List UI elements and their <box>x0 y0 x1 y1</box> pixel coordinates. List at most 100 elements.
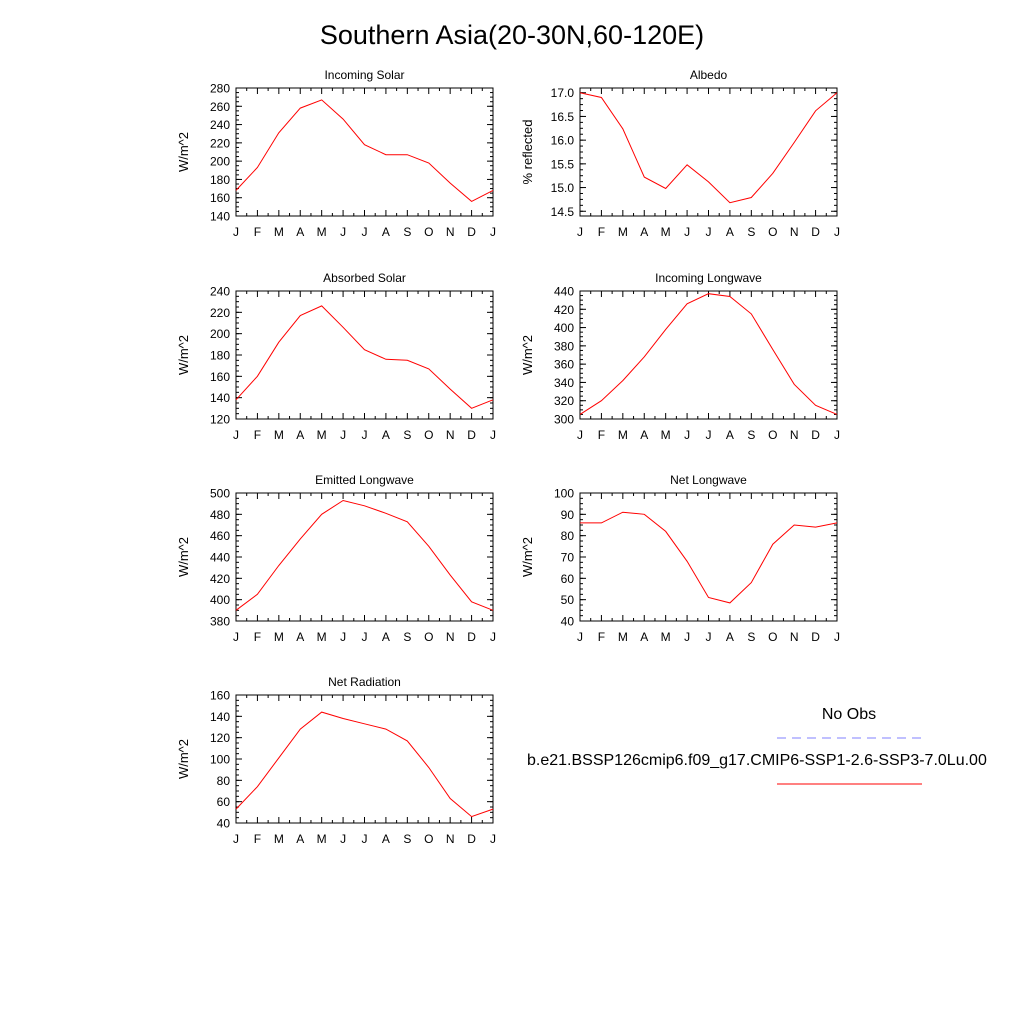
y-tick-label: 120 <box>210 731 230 745</box>
y-tick-label: 180 <box>210 349 230 363</box>
x-tick-label: J <box>340 428 346 442</box>
x-tick-label: M <box>618 225 628 239</box>
x-tick-label: D <box>811 630 820 644</box>
chart-title: Incoming Solar <box>324 68 404 82</box>
x-tick-label: F <box>598 428 605 442</box>
page-title: Southern Asia(20-30N,60-120E) <box>319 20 705 50</box>
x-tick-label: A <box>382 630 390 644</box>
y-tick-label: 100 <box>210 753 230 767</box>
legend-obs-label: No Obs <box>821 706 877 723</box>
x-tick-label: M <box>618 630 628 644</box>
series-line <box>580 511 838 604</box>
y-tick-label: 220 <box>210 136 230 150</box>
x-tick-label: J <box>490 630 496 644</box>
plot-frame <box>579 87 838 217</box>
x-tick-label: F <box>598 225 605 239</box>
y-tick-label: 120 <box>210 413 230 427</box>
x-tick-label: J <box>340 630 346 644</box>
y-tick-label: 400 <box>554 321 574 335</box>
y-tick-label: 220 <box>210 306 230 320</box>
x-tick-label: O <box>768 630 777 644</box>
x-tick-label: O <box>424 832 433 846</box>
x-tick-label: A <box>640 225 648 239</box>
x-tick-label: A <box>296 630 304 644</box>
x-tick-label: M <box>274 630 284 644</box>
y-tick-label: 380 <box>554 339 574 353</box>
y-tick-label: 420 <box>210 572 230 586</box>
y-tick-label: 260 <box>210 100 230 114</box>
x-tick-label: M <box>661 428 671 442</box>
x-tick-label: O <box>768 225 777 239</box>
x-tick-label: J <box>233 225 239 239</box>
plot-frame <box>235 492 494 622</box>
x-tick-label: A <box>296 832 304 846</box>
x-tick-label: J <box>684 428 690 442</box>
x-tick-label: J <box>834 225 840 239</box>
y-tick-label: 200 <box>210 155 230 169</box>
x-tick-label: S <box>403 630 411 644</box>
y-tick-label: 17.0 <box>551 86 575 100</box>
y-tick-label: 140 <box>210 391 230 405</box>
x-tick-label: D <box>467 630 476 644</box>
series-line <box>579 92 838 204</box>
x-tick-label: A <box>296 225 304 239</box>
series-line <box>235 711 494 818</box>
chart-title: Net Radiation <box>328 675 401 689</box>
chart-title: Net Longwave <box>670 473 747 487</box>
x-tick-label: J <box>362 428 368 442</box>
x-tick-label: O <box>424 225 433 239</box>
y-tick-label: 80 <box>217 774 231 788</box>
x-tick-label: M <box>274 225 284 239</box>
y-tick-label: 60 <box>217 795 231 809</box>
x-tick-label: D <box>467 225 476 239</box>
y-tick-label: 200 <box>210 327 230 341</box>
x-tick-label: J <box>684 225 690 239</box>
y-tick-label: 15.0 <box>551 181 575 195</box>
x-tick-label: S <box>747 225 755 239</box>
y-tick-label: 160 <box>210 191 230 205</box>
x-tick-label: A <box>640 428 648 442</box>
x-tick-label: A <box>382 832 390 846</box>
x-tick-label: M <box>317 225 327 239</box>
x-tick-label: D <box>811 428 820 442</box>
plot-frame <box>235 87 494 217</box>
chart-title: Absorbed Solar <box>323 271 406 285</box>
x-tick-label: J <box>362 630 368 644</box>
y-axis-label: % reflected <box>520 119 535 184</box>
x-tick-label: J <box>340 832 346 846</box>
x-tick-label: J <box>706 630 712 644</box>
y-tick-label: 40 <box>561 615 575 629</box>
x-tick-label: J <box>340 225 346 239</box>
x-tick-label: F <box>254 225 261 239</box>
x-tick-label: A <box>382 225 390 239</box>
series-line <box>579 293 838 415</box>
x-tick-label: J <box>233 428 239 442</box>
x-tick-label: N <box>790 428 799 442</box>
x-tick-label: J <box>490 428 496 442</box>
x-tick-label: M <box>274 428 284 442</box>
x-tick-label: J <box>233 630 239 644</box>
y-tick-label: 70 <box>561 551 575 565</box>
y-axis-label: W/m^2 <box>520 537 535 577</box>
y-tick-label: 140 <box>210 210 230 224</box>
y-tick-label: 240 <box>210 118 230 132</box>
y-axis-label: W/m^2 <box>176 132 191 172</box>
x-tick-label: A <box>640 630 648 644</box>
y-tick-label: 240 <box>210 285 230 299</box>
y-axis-label: W/m^2 <box>176 335 191 375</box>
x-tick-label: F <box>254 630 261 644</box>
y-tick-label: 380 <box>210 615 230 629</box>
y-tick-label: 280 <box>210 82 230 96</box>
chart-title: Albedo <box>690 68 728 82</box>
x-tick-label: F <box>598 630 605 644</box>
x-tick-label: J <box>706 428 712 442</box>
y-tick-label: 14.5 <box>551 205 575 219</box>
x-tick-label: A <box>296 428 304 442</box>
x-tick-label: N <box>446 832 455 846</box>
x-tick-label: A <box>726 225 734 239</box>
x-tick-label: J <box>834 630 840 644</box>
y-tick-label: 300 <box>554 413 574 427</box>
x-tick-label: J <box>834 428 840 442</box>
